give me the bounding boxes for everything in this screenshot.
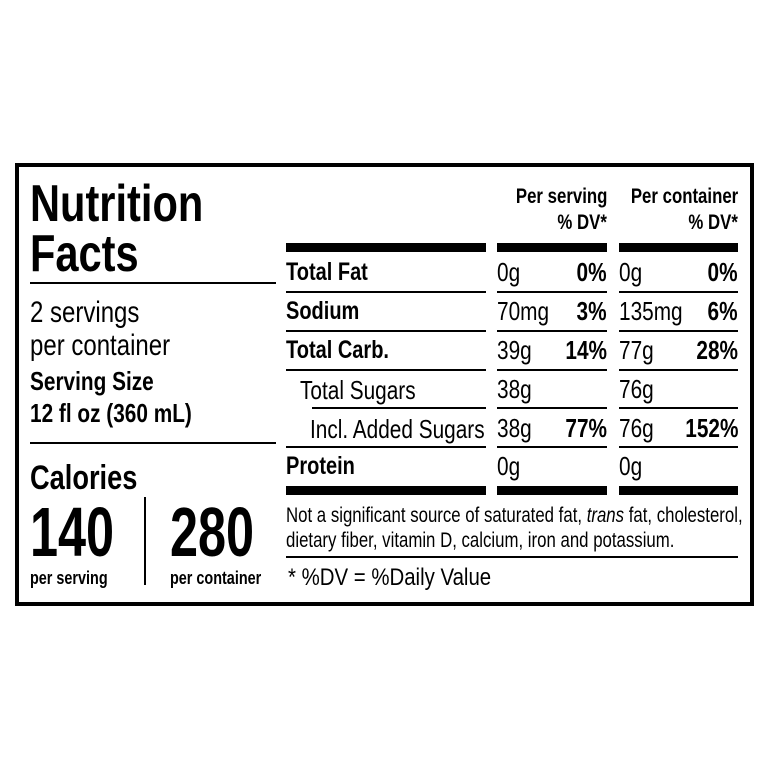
row-divider	[312, 407, 486, 409]
per-container-dv: 6%	[707, 296, 738, 326]
header-per-serving-dv: % DV*	[557, 211, 607, 234]
row-divider	[497, 407, 607, 409]
footnote-text: Not a significant source of saturated fa…	[286, 504, 587, 527]
servings-per-container: per container	[30, 329, 171, 362]
row-divider	[497, 446, 607, 448]
row-divider	[497, 330, 607, 332]
per-serving-amount: 70mg	[497, 296, 550, 326]
row-divider	[619, 291, 738, 293]
thick-bar	[497, 486, 607, 495]
per-serving-amount: 38g	[497, 413, 532, 443]
nutrient-name: Protein	[286, 452, 355, 480]
footnote-italic: trans	[586, 504, 625, 527]
row-divider	[286, 330, 486, 332]
per-container-amount: 0g	[619, 257, 643, 287]
nutrient-name: Total Fat	[286, 258, 368, 286]
row-divider	[286, 291, 486, 293]
calories-per-container-label: per container	[170, 568, 262, 588]
row-divider	[286, 369, 486, 371]
per-serving-dv: 77%	[565, 413, 607, 443]
row-divider	[619, 407, 738, 409]
calories-per-serving-label: per serving	[30, 568, 108, 588]
footnote-text: fat, cholesterol,	[624, 504, 743, 527]
footnote-line-2: dietary fiber, vitamin D, calcium, iron …	[286, 529, 675, 552]
header-per-container: Per container	[630, 185, 738, 208]
thick-bar	[286, 243, 486, 252]
serving-size-label: Serving Size	[30, 366, 154, 396]
per-container-amount: 135mg	[619, 296, 683, 326]
row-divider	[497, 291, 607, 293]
header-per-container-dv: % DV*	[688, 211, 738, 234]
row-divider	[619, 446, 738, 448]
title-facts: Facts	[30, 225, 139, 283]
dv-note: * %DV = %Daily Value	[288, 564, 492, 591]
per-container-amount: 76g	[619, 374, 654, 404]
per-serving-amount: 39g	[497, 335, 532, 365]
thick-bar	[286, 486, 486, 495]
per-serving-amount: 0g	[497, 451, 521, 481]
header-per-serving: Per serving	[515, 185, 607, 208]
title-nutrition: Nutrition	[30, 175, 204, 233]
calories-label: Calories	[30, 459, 138, 497]
calories-divider	[144, 497, 146, 585]
thick-bar	[619, 243, 738, 252]
row-divider	[619, 369, 738, 371]
servings-count: 2 servings	[30, 296, 140, 329]
per-container-amount: 76g	[619, 413, 654, 443]
calories-per-container: 280	[170, 493, 255, 571]
divider	[30, 442, 276, 444]
nutrient-name: Sodium	[286, 297, 360, 325]
per-container-dv: 0%	[707, 257, 738, 287]
per-serving-amount: 38g	[497, 374, 532, 404]
per-container-amount: 0g	[619, 451, 643, 481]
footnote-line-1: Not a significant source of saturated fa…	[286, 505, 743, 526]
row-divider	[286, 446, 486, 448]
per-container-dv: 28%	[696, 335, 738, 365]
per-container-amount: 77g	[619, 335, 654, 365]
divider	[286, 556, 738, 558]
divider	[30, 282, 276, 284]
calories-per-serving: 140	[30, 493, 115, 571]
per-serving-dv: 0%	[576, 257, 607, 287]
nutrient-name: Incl. Added Sugars	[310, 414, 485, 444]
per-serving-dv: 3%	[576, 296, 607, 326]
per-serving-dv: 14%	[565, 335, 607, 365]
serving-size-value: 12 fl oz (360 mL)	[30, 398, 192, 428]
thick-bar	[497, 243, 607, 252]
nutrition-facts-label	[15, 163, 754, 606]
nutrient-name: Total Carb.	[286, 336, 389, 364]
nutrient-name: Total Sugars	[300, 375, 416, 405]
row-divider	[619, 330, 738, 332]
thick-bar	[619, 486, 738, 495]
row-divider	[497, 369, 607, 371]
per-container-dv: 152%	[684, 413, 738, 443]
per-serving-amount: 0g	[497, 257, 521, 287]
